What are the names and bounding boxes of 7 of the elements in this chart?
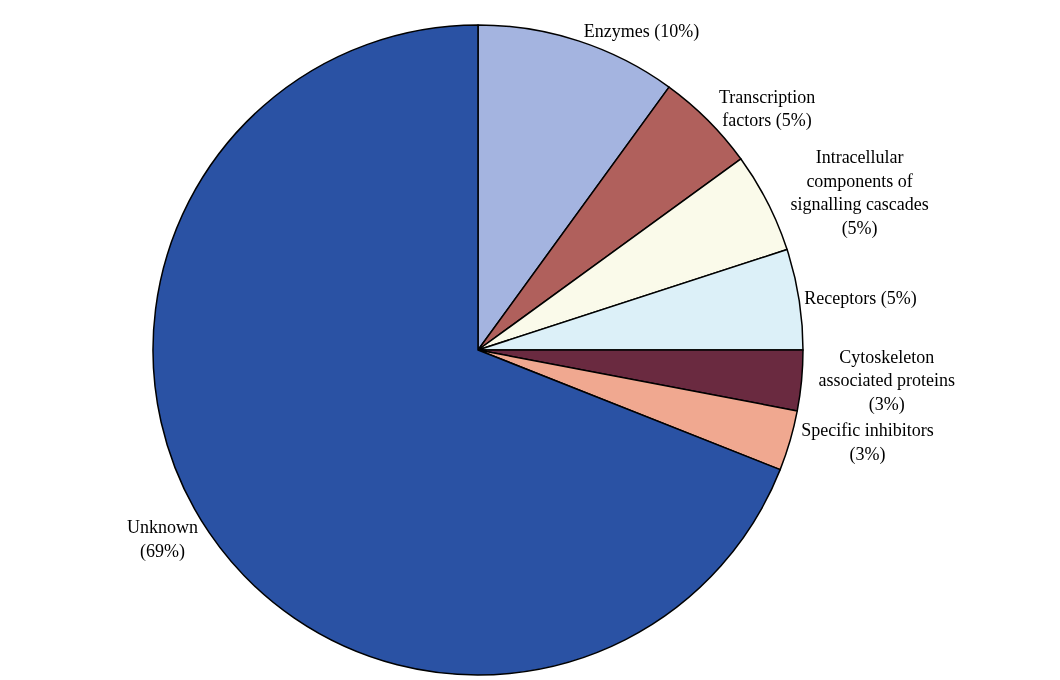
slice-label: Transcription factors (5%): [718, 86, 816, 132]
slice-label: Cytoskeleton associated proteins (3%): [818, 346, 955, 415]
slice-label: Unknown (69%): [127, 517, 199, 562]
slice-label: Enzymes (10%): [583, 20, 700, 42]
slice-label: Receptors (5%): [804, 288, 917, 310]
slice-label: Intracellular components of signalling cascades (5%): [790, 147, 929, 239]
slice-label: Specific inhibitors (3%): [801, 420, 934, 465]
